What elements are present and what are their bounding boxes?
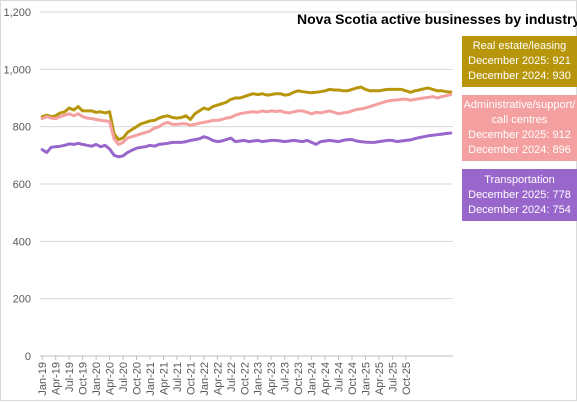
y-tick-label: 0: [25, 351, 31, 363]
series-line-1: [40, 93, 453, 146]
x-tick-label: Jul-20: [118, 362, 130, 392]
y-tick-label: 800: [13, 122, 31, 134]
label-real-estate-dec2024: December 2024: 930: [468, 70, 571, 82]
x-tick-label: Jul-23: [280, 362, 292, 392]
x-tick-label: Jan-25: [360, 362, 372, 396]
label-real-estate: Real estate/leasing December 2025: 921 D…: [462, 36, 577, 87]
series-line-0: [40, 85, 453, 142]
y-axis: 0 200 400 600 800 1,000 1,200: [3, 7, 31, 363]
x-tick-label: Jan-19: [37, 362, 49, 396]
chart-title: Nova Scotia active businesses by industr…: [297, 11, 577, 27]
x-tick-label: Jan-24: [307, 362, 319, 396]
x-tick-label: Oct-21: [185, 362, 197, 395]
x-tick-label: Apr-23: [266, 362, 278, 395]
label-transportation-dec2024: December 2024: 754: [468, 203, 571, 216]
x-tick-label: Apr-19: [51, 362, 63, 395]
x-tick-label: Oct-19: [78, 362, 90, 395]
x-tick-label: Jul-24: [334, 362, 346, 392]
label-transportation-dec2025: December 2025: 778: [468, 188, 571, 201]
label-administrative-dec2024: December 2024: 896: [468, 144, 571, 156]
series-line-2: [40, 131, 453, 159]
x-tick-label: Jan-22: [199, 362, 211, 396]
x-tick-label: Apr-22: [212, 362, 224, 395]
x-tick-label: Apr-25: [374, 362, 386, 395]
label-administrative-name-1: Administrative/support/: [463, 99, 576, 111]
y-tick-label: 1,000: [3, 64, 31, 76]
x-tick-label: Oct-24: [347, 362, 359, 395]
label-transportation-name: Transportation: [484, 173, 555, 186]
x-tick-label: Apr-24: [320, 362, 332, 395]
label-administrative-name-2: call centres: [491, 114, 548, 126]
x-axis: Jan-19 Apr-19 Jul-19 Oct-19 Jan-20 Apr-20 Jul-…: [37, 356, 413, 396]
x-tick-label: Jan-23: [253, 362, 265, 396]
x-tick-label: Jul-21: [172, 362, 184, 392]
x-tick-label: Jul-25: [387, 362, 399, 392]
x-tick-label: Apr-20: [105, 362, 117, 395]
label-administrative-dec2025: December 2025: 912: [468, 129, 571, 141]
label-administrative: Administrative/support/ call centres Dec…: [462, 95, 577, 161]
x-tick-label: Jan-21: [145, 362, 157, 396]
x-tick-label: Oct-20: [132, 362, 144, 395]
y-tick-label: 400: [13, 236, 31, 248]
x-tick-label: Jul-19: [64, 362, 76, 392]
x-tick-label: Jan-20: [91, 362, 103, 396]
y-tick-label: 1,200: [3, 7, 31, 19]
x-tick-label: Apr-21: [158, 362, 170, 395]
gridlines: [40, 11, 453, 357]
x-tick-label: Oct-22: [239, 362, 251, 395]
x-tick-label: Oct-23: [293, 362, 305, 395]
label-real-estate-name: Real estate/leasing: [472, 40, 567, 52]
y-tick-label: 600: [13, 179, 31, 191]
x-tick-label: Oct-25: [401, 362, 413, 395]
label-real-estate-dec2025: December 2025: 921: [468, 55, 571, 67]
x-tick-label: Jul-22: [226, 362, 238, 392]
series-lines: [40, 85, 453, 159]
label-transportation: Transportation December 2025: 778 Decemb…: [462, 169, 577, 221]
y-tick-label: 200: [13, 294, 31, 306]
